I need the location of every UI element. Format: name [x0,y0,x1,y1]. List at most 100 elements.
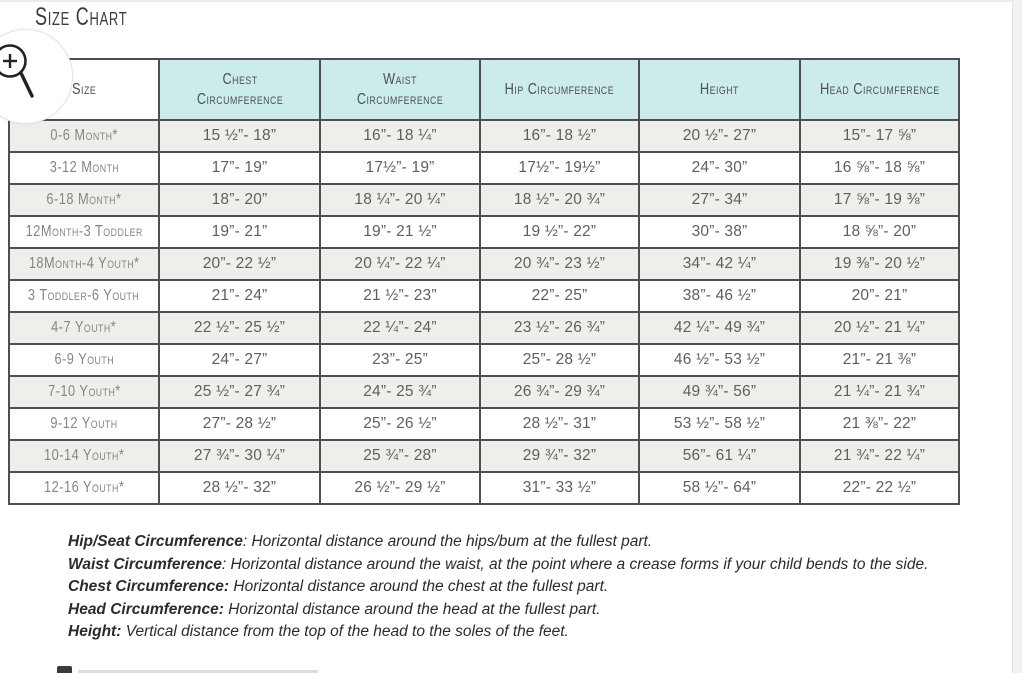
table-row: 3-12 Month 17”- 19” 17½”- 19” 17½”- 19½” 24”… [8,151,960,185]
value-cell: 26 ½”- 29 ½” [319,471,481,505]
value-cell: 25”- 28 ½” [479,343,640,377]
table-row: 18Month-4 Youth* 20”- 22 ½” 20 ¼”- 22 ¼” 20… [8,247,960,281]
value-cell: 24”- 30” [638,151,801,185]
value-cell: 18 ⅝”- 20” [799,215,960,249]
column-header-waist: Waist Circumference [319,58,481,121]
value-cell: 17”- 19” [158,151,321,185]
value-cell: 19”- 21 ½” [319,215,481,249]
value-cell: 38”- 46 ½” [638,279,801,313]
value-cell: 24”- 25 ¾” [319,375,481,409]
value-cell: 15 ½”- 18” [158,119,321,153]
table-row: 6-9 Youth 24”- 27” 23”- 25” 25”- 28 ½” 46 ½”… [8,343,960,377]
value-cell: 34”- 42 ¼” [638,247,801,281]
value-cell: 42 ¼”- 49 ¾” [638,311,801,345]
size-label: 4-7 Youth* [51,319,117,336]
value-cell: 27”- 28 ½” [158,407,321,441]
value-cell: 53 ½”- 58 ½” [638,407,801,441]
page-right-edge [1012,0,1022,673]
value-cell: 28 ½”- 32” [158,471,321,505]
size-label: 18Month-4 Youth* [28,255,140,272]
size-cell: 0-6 Month* [8,119,160,153]
value-cell: 21”- 24” [158,279,321,313]
value-cell: 18 ¼”- 20 ¼” [319,183,481,217]
value-cell: 58 ½”- 64” [638,471,801,505]
size-label: 6-18 Month* [46,191,122,208]
size-cell: 7-10 Youth* [8,375,160,409]
size-label: 0-6 Month* [50,127,118,144]
size-label: 7-10 Youth* [47,383,121,400]
value-cell: 46 ½”- 53 ½” [638,343,801,377]
column-header-hip: Hip Circumference [479,58,640,121]
value-cell: 25 ¾”- 28” [319,439,481,473]
size-cell: 4-7 Youth* [8,311,160,345]
size-chart-header: Size Chest Circumference Waist Circumfer… [8,58,960,121]
value-cell: 20 ½”- 27” [638,119,801,153]
size-label: 9-12 Youth [50,415,118,432]
value-cell: 18”- 20” [158,183,321,217]
value-cell: 22”- 22 ½” [799,471,960,505]
column-header-head: Head Circumference [799,58,960,121]
note-line: Waist Circumference: Horizontal distance… [68,555,929,573]
note-line: Head Circumference: Horizontal distance … [68,600,601,618]
measurement-notes: Hip/Seat Circumference: Horizontal dista… [68,531,930,644]
value-cell: 18 ½”- 20 ¾” [479,183,640,217]
size-cell: 3-12 Month [8,151,160,185]
value-cell: 21”- 21 ⅜” [799,343,960,377]
value-cell: 24”- 27” [158,343,321,377]
size-cell: 6-18 Month* [8,183,160,217]
header-row: Size Chest Circumference Waist Circumfer… [8,58,960,121]
size-cell: 6-9 Youth [8,343,160,377]
page-top-edge [0,0,1022,2]
cutoff-text-fragment [57,666,72,673]
size-cell: 10-14 Youth* [8,439,160,473]
value-cell: 16”- 18 ½” [479,119,640,153]
value-cell: 16 ⅝”- 18 ⅝” [799,151,960,185]
value-cell: 19 ½”- 22” [479,215,640,249]
column-header-chest: Chest Circumference [158,58,321,121]
value-cell: 23”- 25” [319,343,481,377]
table-row: 4-7 Youth* 22 ½”- 25 ½” 22 ¼”- 24” 23 ½”- 2… [8,311,960,345]
cutoff-text-line [78,670,318,673]
value-cell: 15”- 17 ⅝” [799,119,960,153]
table-row: 3 Toddler-6 Youth 21”- 24” 21 ½”- 23” 22”- … [8,279,960,313]
table-row: 10-14 Youth* 27 ¾”- 30 ¼” 25 ¾”- 28” 29 ¾”-… [8,439,960,473]
value-cell: 25”- 26 ½” [319,407,481,441]
value-cell: 19”- 21” [158,215,321,249]
size-label: 6-9 Youth [54,351,114,368]
magnifier-plus-icon [0,44,34,98]
value-cell: 21 ⅜”- 22” [799,407,960,441]
note-line: Height: Vertical distance from the top o… [68,623,569,640]
value-cell: 20 ¾”- 23 ½” [479,247,640,281]
size-cell: 3 Toddler-6 Youth [8,279,160,313]
value-cell: 20”- 21” [799,279,960,313]
size-chart-table: Size Chest Circumference Waist Circumfer… [8,58,960,505]
size-label: 12-16 Youth* [43,479,125,496]
value-cell: 22”- 25” [479,279,640,313]
value-cell: 27”- 34” [638,183,801,217]
value-cell: 20 ¼”- 22 ¼” [319,247,481,281]
value-cell: 22 ¼”- 24” [319,311,481,345]
value-cell: 21 ½”- 23” [319,279,481,313]
value-cell: 23 ½”- 26 ¾” [479,311,640,345]
table-row: 6-18 Month* 18”- 20” 18 ¼”- 20 ¼” 18 ½”- 20… [8,183,960,217]
value-cell: 17 ⅝”- 19 ⅜” [799,183,960,217]
page-title: Size Chart [35,3,128,31]
value-cell: 21 ¼”- 21 ¾” [799,375,960,409]
size-cell: 12Month-3 Toddler [8,215,160,249]
value-cell: 17½”- 19½” [479,151,640,185]
value-cell: 30”- 38” [638,215,801,249]
value-cell: 31”- 33 ½” [479,471,640,505]
size-cell: 12-16 Youth* [8,471,160,505]
value-cell: 22 ½”- 25 ½” [158,311,321,345]
value-cell: 17½”- 19” [319,151,481,185]
value-cell: 20 ½”- 21 ¼” [799,311,960,345]
value-cell: 20”- 22 ½” [158,247,321,281]
size-label: 10-14 Youth* [43,447,125,464]
value-cell: 16”- 18 ¼” [319,119,481,153]
size-cell: 18Month-4 Youth* [8,247,160,281]
table-row: 12-16 Youth* 28 ½”- 32” 26 ½”- 29 ½” 31”- 3… [8,471,960,505]
value-cell: 56”- 61 ¼” [638,439,801,473]
value-cell: 29 ¾”- 32” [479,439,640,473]
size-label: 12Month-3 Toddler [25,223,143,240]
